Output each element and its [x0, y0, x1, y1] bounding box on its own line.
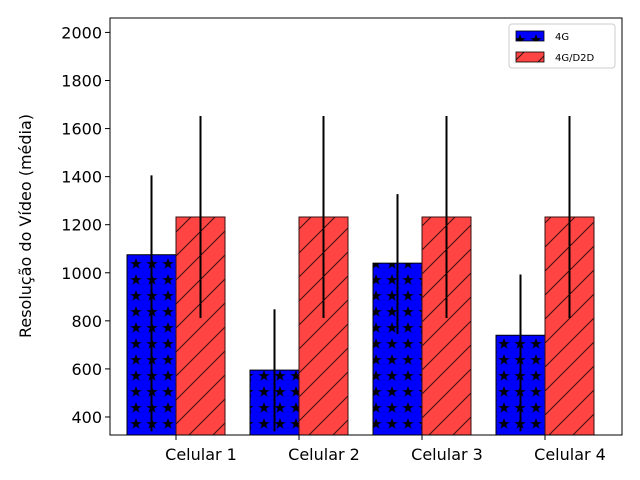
legend-swatch-4g: [515, 30, 545, 42]
y-tick-label: 1800: [61, 71, 102, 90]
x-tick-label: Celular 2: [288, 445, 360, 464]
bars-layer: [126, 216, 595, 436]
legend: 4G 4G/D2D: [508, 23, 616, 69]
y-tick-label: 800: [71, 312, 102, 331]
plot-frame: [109, 17, 623, 436]
y-tick-label: 1000: [61, 264, 102, 283]
x-tick-label: Celular 3: [411, 445, 483, 464]
y-tick-label: 1200: [61, 216, 102, 235]
y-tick-label: 400: [71, 408, 102, 427]
x-tick-label: Celular 4: [534, 445, 606, 464]
error-bars-layer: [150, 116, 571, 432]
y-tick-label: 1600: [61, 120, 102, 139]
y-axis-label: Resolução do Vídeo (média): [16, 114, 35, 338]
y-axis: 400 600 800 1000 1200 1400 1600 1800 2000: [61, 23, 110, 427]
y-tick-label: 2000: [61, 23, 102, 42]
y-tick-label: 1400: [61, 168, 102, 187]
x-axis: Celular 1 Celular 2 Celular 3 Celular 4: [165, 435, 606, 464]
y-tick-label: 600: [71, 360, 102, 379]
legend-swatch-4g-d2d: [515, 51, 545, 63]
x-tick-label: Celular 1: [165, 445, 237, 464]
legend-label-4g: 4G: [555, 32, 569, 43]
legend-label-4g-d2d: 4G/D2D: [555, 53, 595, 64]
